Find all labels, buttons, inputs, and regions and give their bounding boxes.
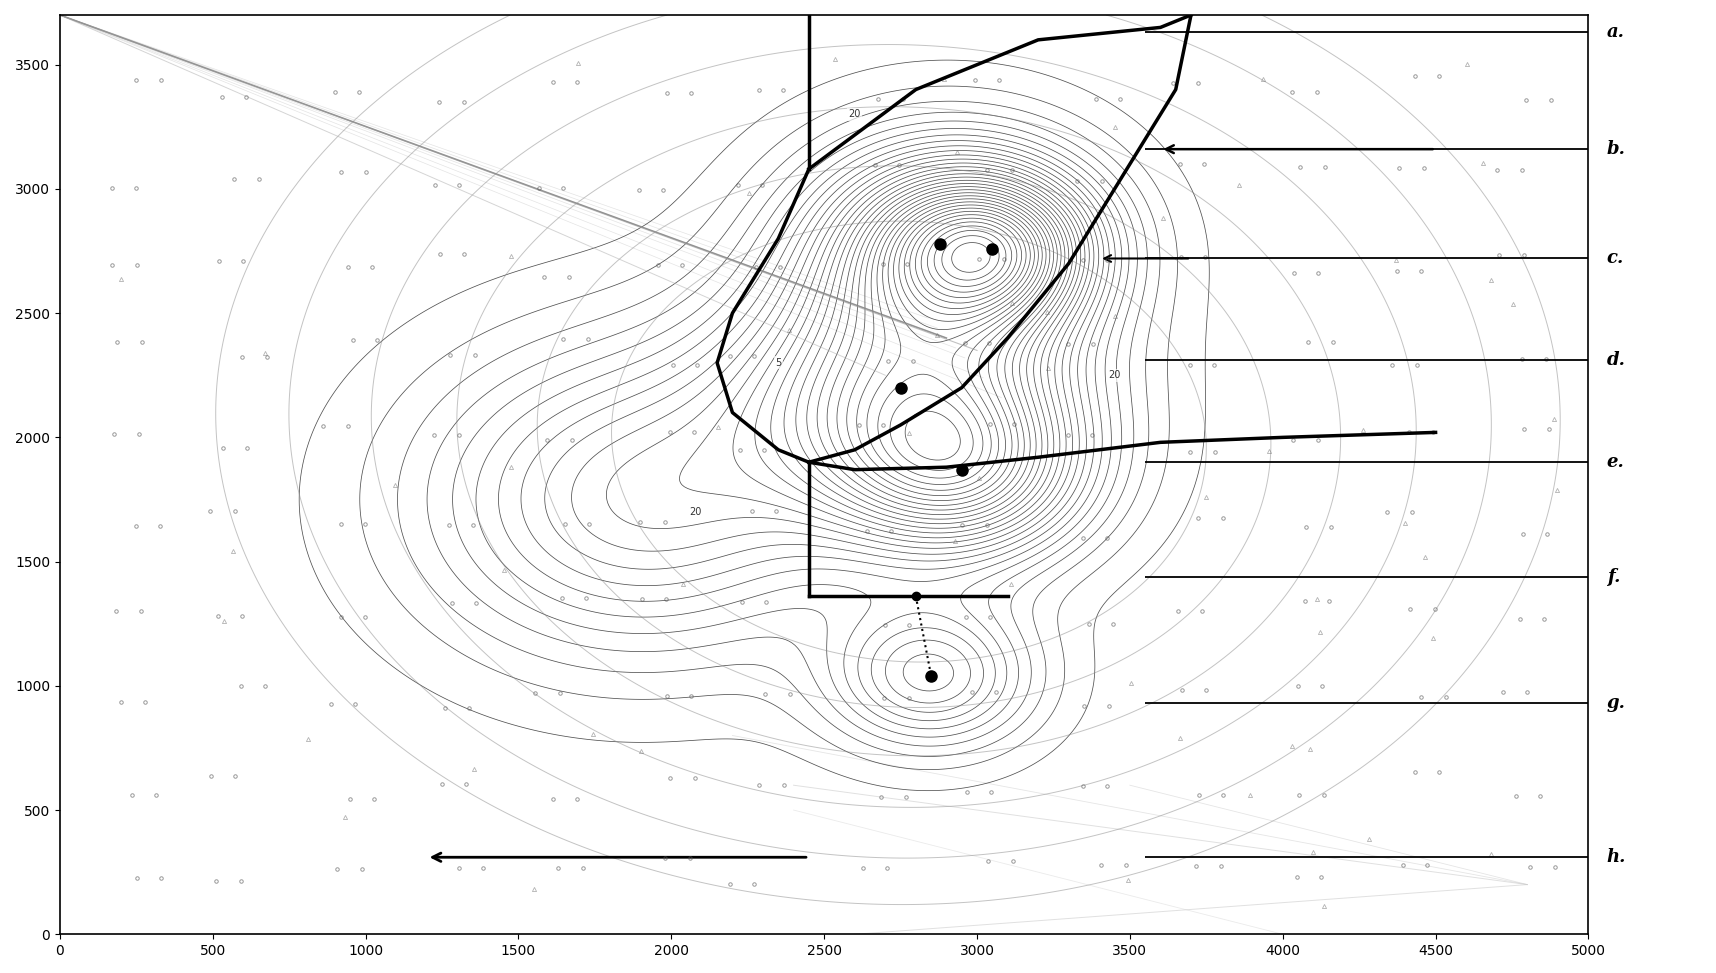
Text: f.: f.: [1606, 567, 1620, 586]
Text: 5: 5: [776, 358, 781, 368]
Text: b.: b.: [1606, 140, 1625, 159]
Text: a.: a.: [1606, 23, 1625, 42]
Text: 20: 20: [848, 109, 861, 120]
Text: h.: h.: [1606, 848, 1627, 866]
Text: g.: g.: [1606, 694, 1625, 712]
Text: d.: d.: [1606, 351, 1625, 370]
Text: 20: 20: [690, 507, 702, 517]
Text: e.: e.: [1606, 453, 1625, 471]
Text: 20: 20: [1109, 371, 1121, 380]
Text: c.: c.: [1606, 249, 1623, 268]
